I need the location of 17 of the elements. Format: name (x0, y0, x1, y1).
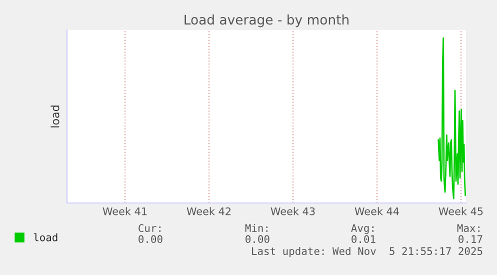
legend-label: load (34, 233, 58, 242)
text: 0.00 (138, 235, 162, 244)
x-tick-label: Week 42 (186, 207, 231, 216)
chart-title: Load average - by month (184, 14, 348, 28)
y-axis-title: load (50, 106, 60, 128)
text: Last update: Wed Nov 5 21:55:17 2025 (252, 246, 482, 258)
x-tick-label: Week 45 (438, 207, 483, 216)
text: Min: (245, 224, 268, 232)
text: 0.17 (458, 235, 482, 244)
text: Cur: (138, 224, 160, 232)
x-tick-label: Week 43 (270, 207, 315, 216)
text: Max: (457, 224, 480, 232)
text: Avg: (351, 224, 374, 234)
text: 0.01 (352, 235, 376, 244)
x-tick-label: Week 44 (354, 207, 399, 216)
x-tick-label: Week 41 (102, 207, 147, 216)
text: 0.00 (246, 235, 270, 244)
